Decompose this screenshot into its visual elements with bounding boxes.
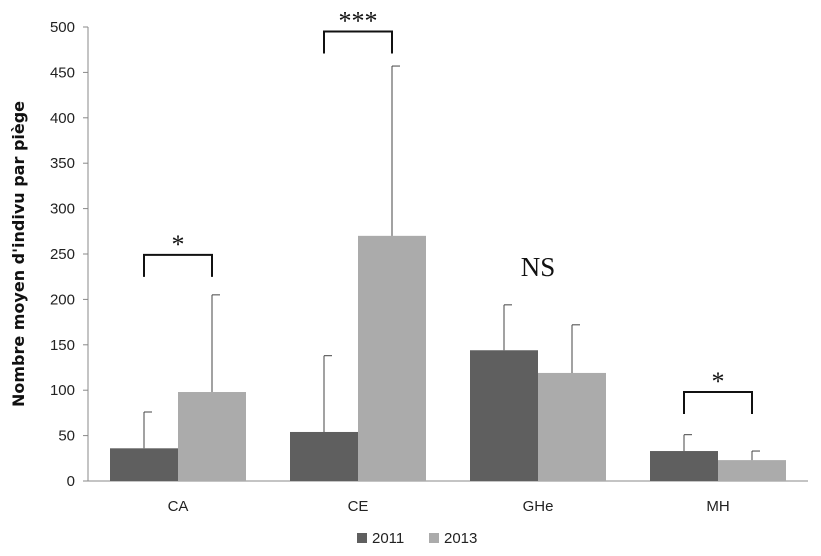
bar-2011-CE (290, 431, 358, 481)
legend-label-2013: 2013 (444, 530, 477, 547)
y-tick-label: 50 (58, 428, 75, 445)
y-tick-label: 250 (50, 246, 75, 263)
significance-bracket (323, 30, 393, 54)
y-tick-label: 500 (50, 19, 75, 36)
y-tick-label: 200 (50, 291, 75, 308)
significance-label: * (172, 230, 185, 259)
bar-2013-CE (358, 235, 426, 481)
significance-bracket (683, 391, 753, 415)
significance-label: *** (339, 7, 378, 36)
significance-label: * (712, 367, 725, 396)
y-tick-label: 150 (50, 337, 75, 354)
plot-area: 0 50 100 150 200 250 300 350 400 450 500 CA CE GHe MH *… (50, 7, 808, 515)
y-axis-label: Nombre moyen d'indivu par piège (9, 101, 28, 407)
legend-label-2011: 2011 (372, 530, 404, 547)
x-tick-label: CA (168, 498, 189, 515)
x-tick-label: MH (706, 498, 729, 515)
bar-2013-CA (178, 392, 246, 481)
x-tick-label: CE (348, 498, 369, 515)
legend-swatch-2013 (429, 533, 439, 543)
y-tick-label: 400 (50, 110, 75, 127)
y-tick-label: 0 (67, 473, 75, 490)
legend: 2011 2013 (357, 530, 477, 547)
bar-2013-GHe (538, 372, 606, 481)
y-tick-label: 450 (50, 64, 75, 81)
legend-swatch-2011 (357, 533, 367, 543)
bar-2011-CA (110, 448, 178, 481)
significance-bracket (143, 253, 213, 277)
significance-label: NS (521, 252, 556, 282)
bar-2011-GHe (470, 350, 538, 481)
y-tick-label: 350 (50, 155, 75, 172)
bar-2013-MH (718, 460, 786, 481)
y-tick-label: 300 (50, 201, 75, 218)
y-tick-label: 100 (50, 382, 75, 399)
x-tick-label: GHe (523, 498, 554, 515)
bar-2011-MH (650, 451, 718, 481)
